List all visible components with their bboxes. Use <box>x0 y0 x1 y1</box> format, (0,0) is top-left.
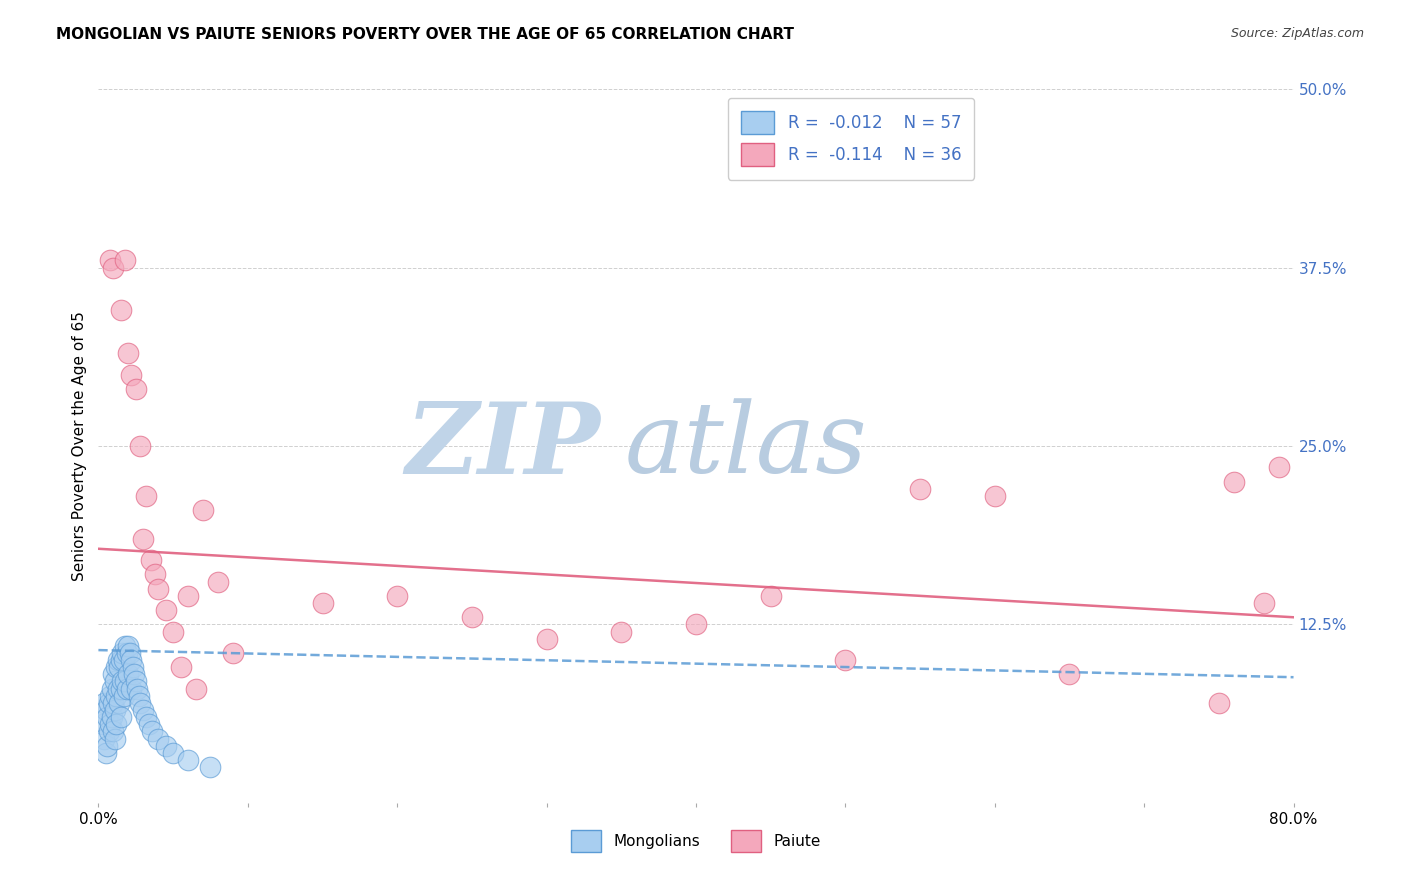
Point <box>93 731 115 746</box>
Point <box>184 681 207 696</box>
Point <box>114 639 136 653</box>
Point <box>108 660 131 674</box>
Point <box>169 660 191 674</box>
Point <box>97 696 120 710</box>
Point <box>128 689 150 703</box>
Point <box>132 703 155 717</box>
Point <box>108 696 131 710</box>
Point <box>96 739 118 753</box>
Point <box>143 567 166 582</box>
Point <box>101 710 124 724</box>
Point <box>155 603 177 617</box>
Point <box>177 589 200 603</box>
Point <box>104 674 127 689</box>
Point <box>191 503 214 517</box>
Text: ZIP: ZIP <box>405 398 600 494</box>
Point <box>135 710 157 724</box>
Text: MONGOLIAN VS PAIUTE SENIORS POVERTY OVER THE AGE OF 65 CORRELATION CHART: MONGOLIAN VS PAIUTE SENIORS POVERTY OVER… <box>56 27 794 42</box>
Point <box>93 696 115 710</box>
Point <box>461 610 484 624</box>
Point <box>105 660 128 674</box>
Point <box>120 368 142 382</box>
Point <box>98 253 122 268</box>
Point <box>385 589 409 603</box>
Point <box>105 689 128 703</box>
Point <box>114 674 136 689</box>
Point <box>103 724 125 739</box>
Point <box>135 489 157 503</box>
Point <box>105 717 128 731</box>
Point <box>177 753 200 767</box>
Point <box>110 710 132 724</box>
Point <box>110 303 132 318</box>
Point <box>200 760 222 774</box>
Point <box>1208 696 1230 710</box>
Point <box>536 632 558 646</box>
Point <box>207 574 229 589</box>
Point <box>120 653 142 667</box>
Point <box>610 624 633 639</box>
Point <box>104 731 127 746</box>
Point <box>91 717 114 731</box>
Point <box>138 717 160 731</box>
Point <box>110 653 132 667</box>
Point <box>222 646 245 660</box>
Point <box>1253 596 1275 610</box>
Point <box>141 724 163 739</box>
Point <box>129 696 152 710</box>
Point <box>162 624 184 639</box>
Point <box>1223 475 1246 489</box>
Point <box>120 681 142 696</box>
Legend: Mongolians, Paiute: Mongolians, Paiute <box>564 822 828 859</box>
Point <box>1059 667 1081 681</box>
Point <box>103 696 125 710</box>
Point <box>98 717 122 731</box>
Point <box>139 553 162 567</box>
Point <box>984 489 1007 503</box>
Text: atlas: atlas <box>624 399 868 493</box>
Y-axis label: Seniors Poverty Over the Age of 65: Seniors Poverty Over the Age of 65 <box>72 311 87 581</box>
Point <box>103 667 125 681</box>
Point <box>101 681 124 696</box>
Point <box>834 653 856 667</box>
Point <box>148 731 170 746</box>
Point <box>115 681 138 696</box>
Point <box>148 582 170 596</box>
Point <box>111 674 134 689</box>
Point <box>908 482 931 496</box>
Point <box>103 260 125 275</box>
Point <box>107 653 129 667</box>
Point <box>111 646 134 660</box>
Point <box>97 724 120 739</box>
Point <box>115 646 138 660</box>
Point <box>127 681 149 696</box>
Point <box>117 346 139 360</box>
Point <box>96 710 118 724</box>
Point <box>117 667 139 681</box>
Point <box>107 681 129 696</box>
Point <box>125 382 148 396</box>
Point <box>129 439 152 453</box>
Point <box>1267 460 1289 475</box>
Point <box>121 660 143 674</box>
Point <box>759 589 782 603</box>
Point <box>110 681 132 696</box>
Point <box>104 703 127 717</box>
Point <box>155 739 177 753</box>
Point <box>117 639 139 653</box>
Point <box>94 746 117 760</box>
Point <box>98 689 122 703</box>
Point <box>162 746 184 760</box>
Point <box>114 253 136 268</box>
Point <box>125 674 148 689</box>
Point <box>118 646 141 660</box>
Point <box>124 667 146 681</box>
Text: Source: ZipAtlas.com: Source: ZipAtlas.com <box>1230 27 1364 40</box>
Point <box>112 689 135 703</box>
Point <box>311 596 333 610</box>
Point <box>132 532 155 546</box>
Point <box>112 653 135 667</box>
Point <box>685 617 707 632</box>
Point <box>94 703 117 717</box>
